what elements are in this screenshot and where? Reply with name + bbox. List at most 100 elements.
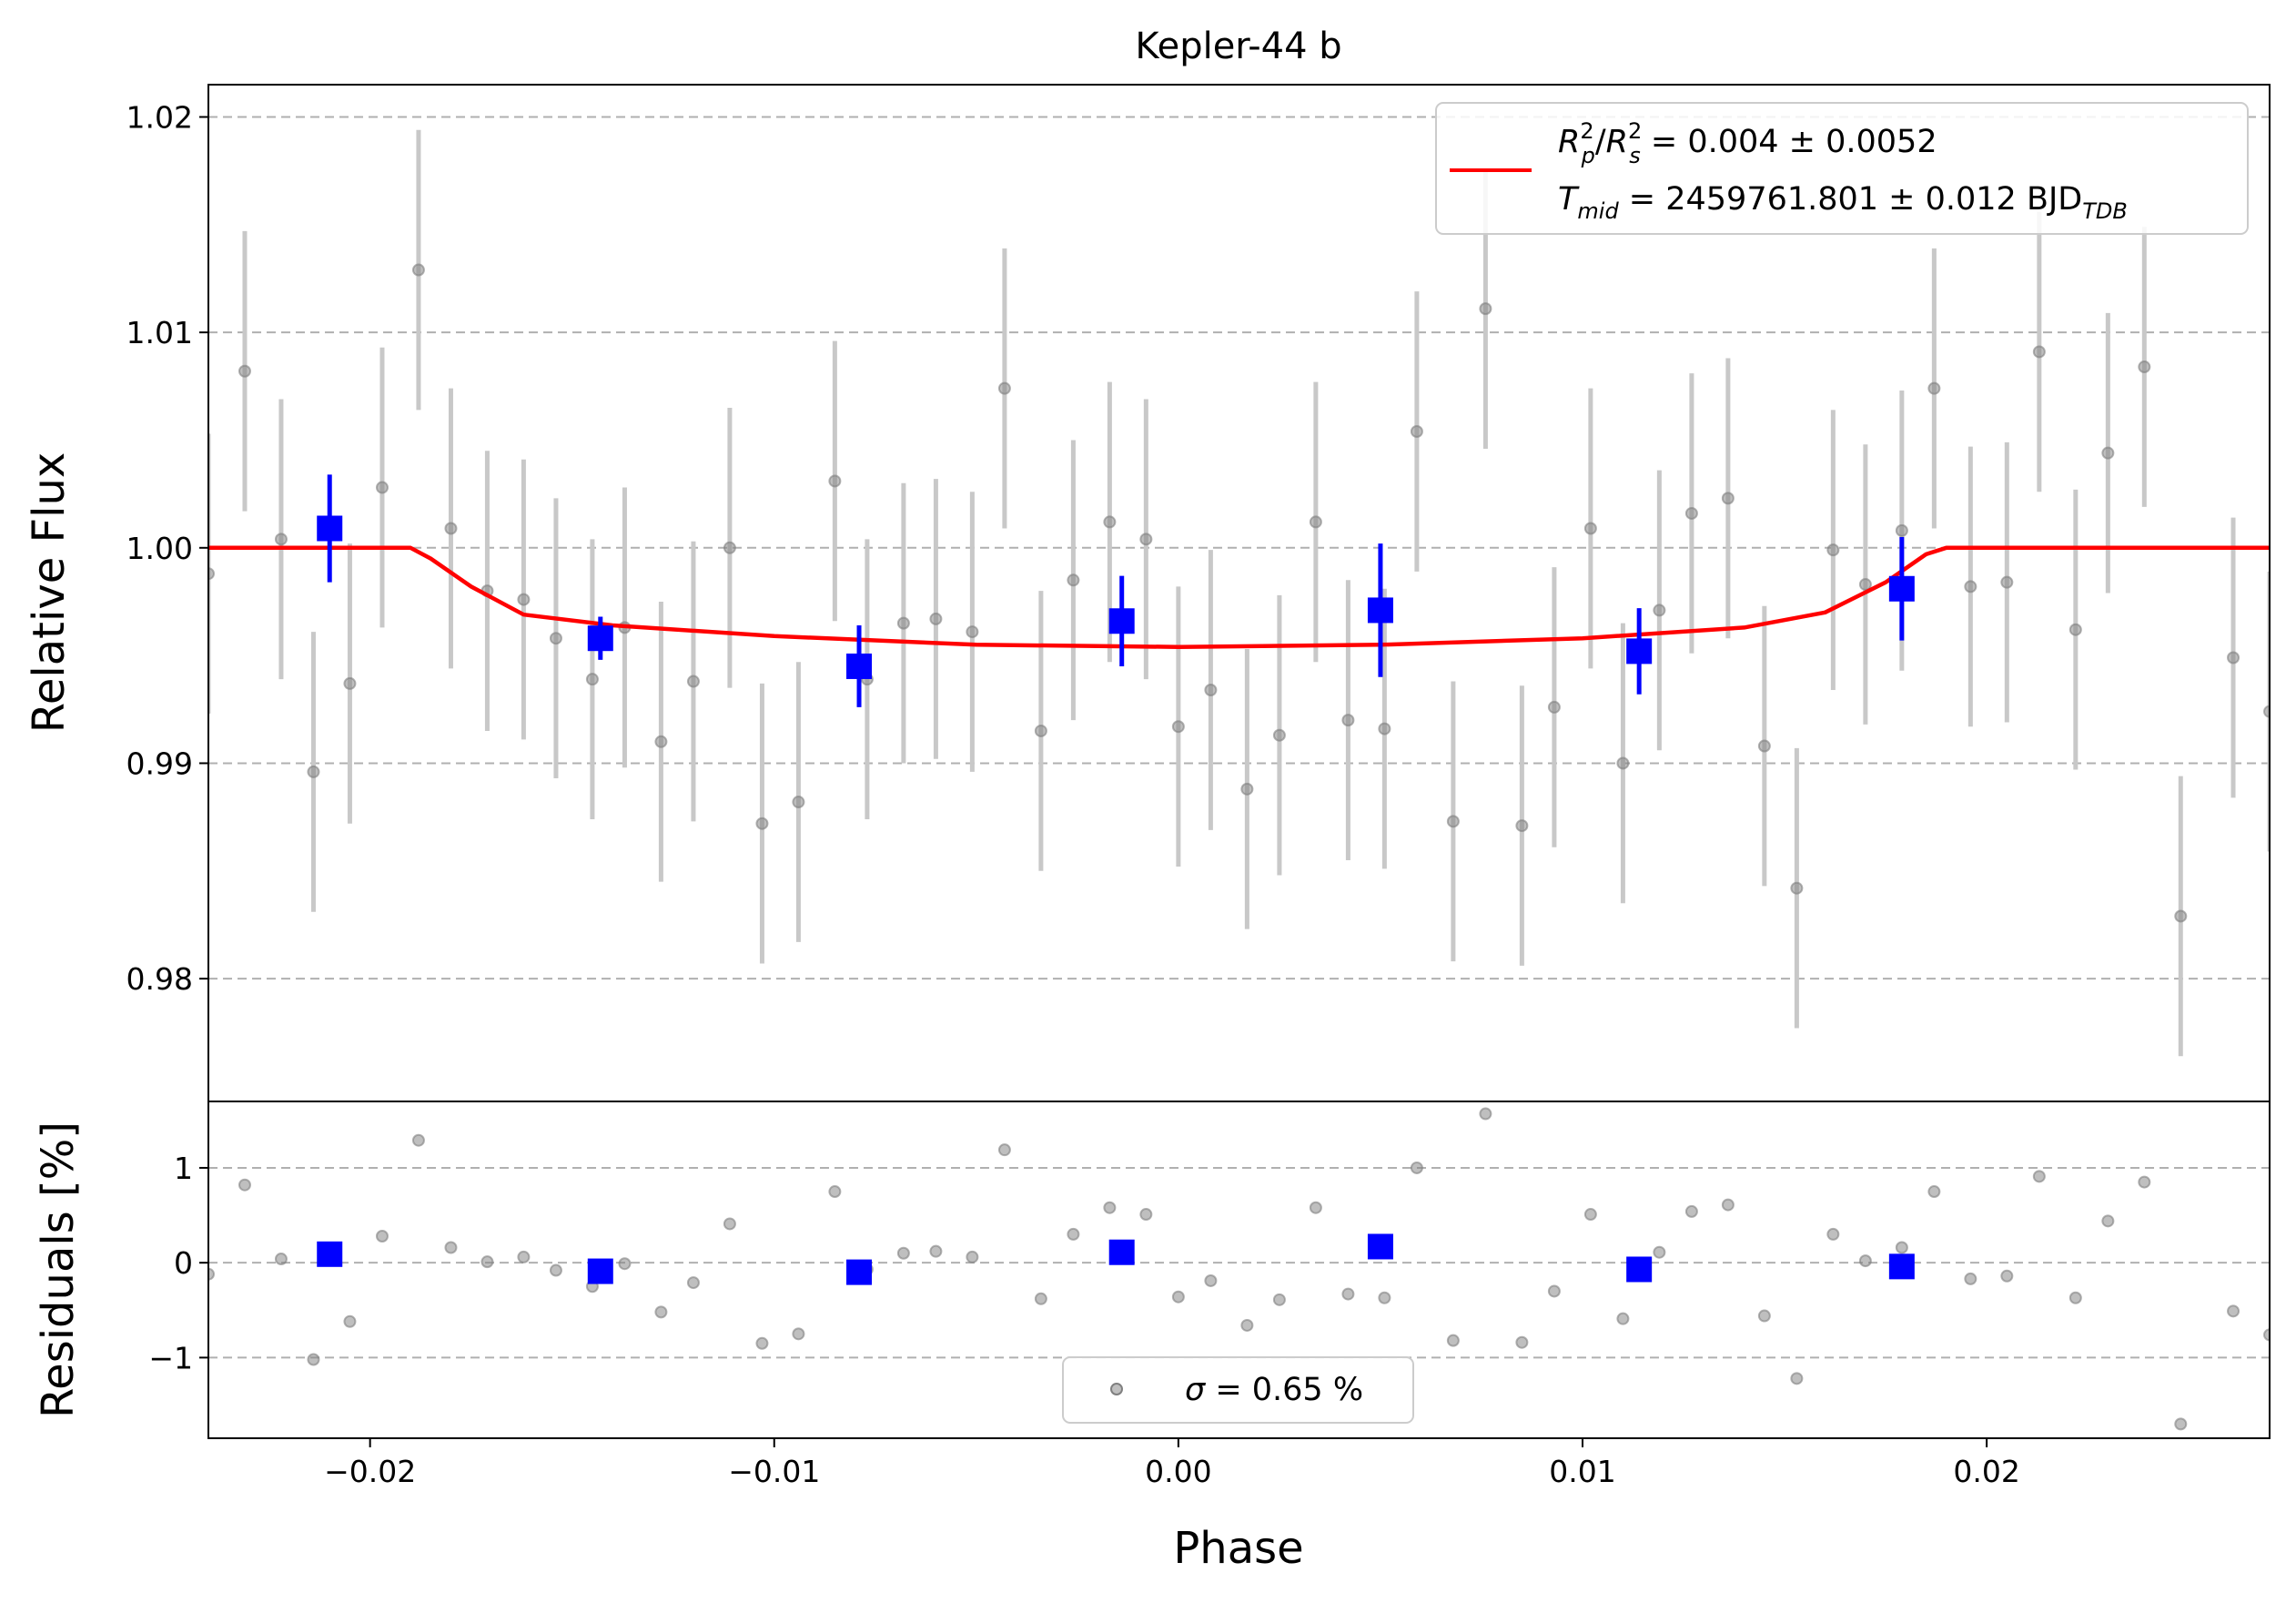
raw-point bbox=[238, 364, 251, 378]
raw-point bbox=[2263, 705, 2270, 718]
main-panel-frame bbox=[207, 84, 2271, 1102]
residual-raw-point bbox=[1895, 1241, 1908, 1254]
residual-raw-point bbox=[1653, 1245, 1666, 1259]
raw-point bbox=[2101, 446, 2115, 460]
raw-point bbox=[2000, 575, 2014, 589]
residual-raw-point bbox=[1272, 1293, 1286, 1306]
raw-point bbox=[208, 567, 215, 581]
raw-point bbox=[1927, 381, 1941, 395]
legend-radius-ratio-value: = 0.004 ± 0.0052 bbox=[1641, 124, 1937, 160]
raw-point bbox=[1583, 522, 1597, 535]
raw-point bbox=[1858, 578, 1872, 592]
residual-binned-point bbox=[846, 1259, 873, 1285]
raw-point bbox=[2068, 623, 2082, 636]
raw-point bbox=[929, 612, 943, 625]
residual-raw-point bbox=[2174, 1417, 2188, 1431]
residual-raw-point bbox=[480, 1255, 494, 1269]
raw-point bbox=[1653, 604, 1666, 617]
raw-point bbox=[1964, 580, 1977, 594]
x-tick-label: 0.00 bbox=[1145, 1454, 1211, 1489]
raw-point bbox=[375, 481, 389, 494]
residual-raw-point bbox=[1790, 1372, 1804, 1385]
raw-point bbox=[1171, 720, 1185, 734]
raw-point bbox=[1034, 724, 1047, 737]
raw-point bbox=[2174, 909, 2188, 923]
legend-rp-sub: p bbox=[1581, 143, 1595, 168]
residual-y-tick-label: 1 bbox=[174, 1151, 193, 1186]
residual-raw-point bbox=[1240, 1318, 1254, 1332]
sigma-symbol: σ bbox=[1185, 1372, 1207, 1408]
residual-raw-point bbox=[517, 1250, 531, 1263]
raw-point bbox=[1410, 425, 1423, 439]
raw-point bbox=[2138, 360, 2151, 374]
raw-point bbox=[1895, 523, 1908, 537]
x-tick-label: −0.01 bbox=[728, 1454, 820, 1489]
residual-raw-point bbox=[1378, 1291, 1391, 1304]
main-y-tick-label: 1.01 bbox=[126, 315, 193, 350]
raw-point bbox=[1684, 506, 1698, 520]
residual-raw-point bbox=[307, 1353, 320, 1366]
residual-raw-point bbox=[238, 1178, 251, 1192]
raw-point bbox=[1721, 492, 1735, 505]
residual-raw-point bbox=[2000, 1269, 2014, 1283]
raw-point bbox=[307, 765, 320, 778]
residual-legend-box bbox=[1062, 1356, 1414, 1424]
residual-y-ticks: −1 0 1 bbox=[148, 1151, 208, 1375]
raw-point bbox=[654, 735, 668, 748]
x-tick-label: −0.02 bbox=[324, 1454, 416, 1489]
residual-raw-point bbox=[723, 1217, 736, 1231]
model-curve bbox=[208, 545, 2270, 649]
raw-point bbox=[444, 522, 458, 535]
residual-raw-point bbox=[2068, 1291, 2082, 1304]
raw-point bbox=[517, 593, 531, 606]
residual-raw-point bbox=[1616, 1312, 1630, 1325]
main-binned-points bbox=[317, 474, 1915, 707]
legend-slash: / bbox=[1595, 124, 1606, 160]
residual-raw-point bbox=[1204, 1273, 1218, 1287]
legend-t: T bbox=[1558, 181, 1580, 218]
residual-binned-point bbox=[1367, 1233, 1393, 1260]
raw-point bbox=[1790, 881, 1804, 895]
legend-mid-transit: Tmid = 2459761.801 ± 0.012 BJDTDB bbox=[1558, 181, 2128, 224]
residual-raw-point bbox=[549, 1263, 562, 1277]
raw-point bbox=[966, 625, 979, 639]
raw-point bbox=[828, 474, 842, 488]
residual-raw-point bbox=[1515, 1335, 1529, 1349]
main-gridlines bbox=[208, 116, 2270, 980]
residual-raw-point bbox=[444, 1241, 458, 1254]
raw-point bbox=[1240, 782, 1254, 796]
raw-point bbox=[2032, 345, 2046, 359]
legend-mid-transit-value: = 2459761.801 ± 0.012 BJD bbox=[1619, 181, 2083, 218]
residual-raw-point bbox=[997, 1143, 1011, 1157]
residual-raw-point bbox=[896, 1246, 910, 1260]
residual-raw-point bbox=[1826, 1227, 1840, 1241]
raw-point bbox=[1446, 815, 1460, 828]
residual-legend-sigma: σ = 0.65 % bbox=[1185, 1372, 1363, 1408]
main-legend-box bbox=[1435, 102, 2249, 235]
residual-raw-points bbox=[208, 1107, 2270, 1431]
residual-raw-point bbox=[375, 1230, 389, 1243]
raw-point bbox=[1378, 722, 1391, 736]
residual-binned-point bbox=[1626, 1256, 1653, 1283]
raw-point bbox=[792, 796, 805, 809]
residual-raw-point bbox=[1583, 1208, 1597, 1222]
raw-point bbox=[549, 632, 562, 645]
raw-point bbox=[585, 673, 599, 686]
residual-raw-point bbox=[1171, 1290, 1185, 1304]
raw-point bbox=[686, 675, 700, 688]
residual-raw-point bbox=[618, 1257, 632, 1271]
sigma-value: = 0.65 % bbox=[1205, 1372, 1363, 1408]
residual-raw-point bbox=[208, 1267, 215, 1281]
raw-point bbox=[2227, 651, 2240, 665]
residual-raw-point bbox=[2101, 1214, 2115, 1228]
residual-legend: σ = 0.65 % bbox=[1062, 1356, 1414, 1424]
main-y-axis-title: Relative Flux bbox=[24, 452, 75, 734]
residual-binned-point bbox=[1888, 1253, 1915, 1280]
raw-point bbox=[1826, 543, 1840, 557]
legend-rs-sub: s bbox=[1629, 143, 1641, 168]
legend-rs: R bbox=[1606, 124, 1628, 160]
residual-raw-point bbox=[1684, 1204, 1698, 1218]
raw-point bbox=[1204, 683, 1218, 696]
residual-raw-point bbox=[1309, 1201, 1322, 1214]
